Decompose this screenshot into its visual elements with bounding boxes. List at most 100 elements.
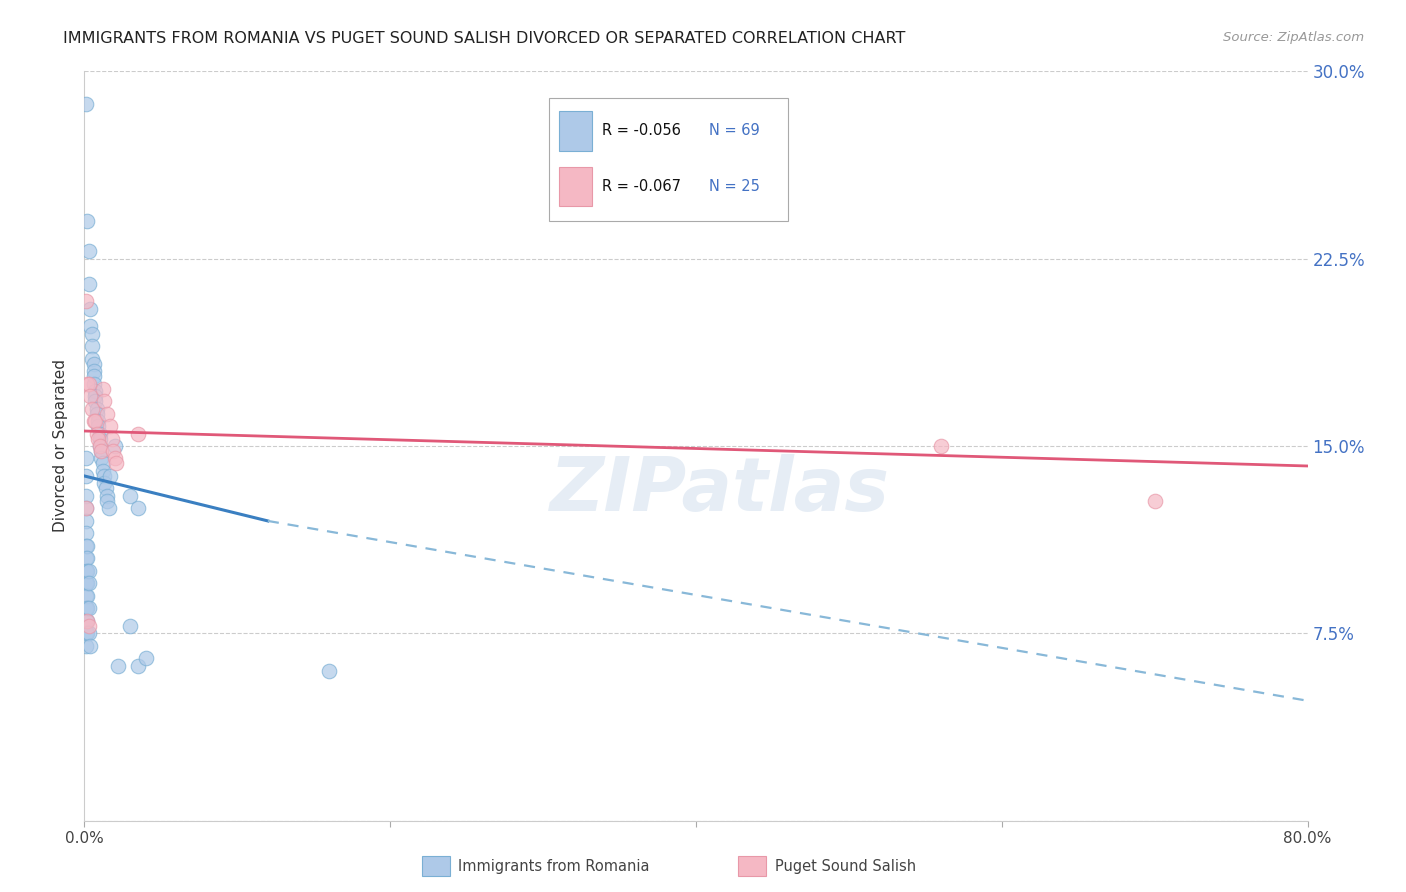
Point bbox=[84, 384, 107, 398]
Point bbox=[80, 351, 103, 366]
Point bbox=[98, 469, 121, 483]
Point bbox=[318, 664, 340, 678]
Point bbox=[84, 414, 107, 428]
Point bbox=[96, 407, 118, 421]
Point bbox=[104, 439, 127, 453]
Point bbox=[80, 401, 103, 416]
Point bbox=[84, 389, 107, 403]
Text: IMMIGRANTS FROM ROMANIA VS PUGET SOUND SALISH DIVORCED OR SEPARATED CORRELATION : IMMIGRANTS FROM ROMANIA VS PUGET SOUND S… bbox=[63, 31, 905, 46]
Point bbox=[75, 469, 97, 483]
Point bbox=[76, 601, 98, 615]
Point bbox=[104, 451, 127, 466]
Point bbox=[75, 539, 97, 553]
Point bbox=[77, 626, 100, 640]
Point bbox=[76, 539, 98, 553]
Point bbox=[75, 614, 97, 628]
Point bbox=[87, 414, 110, 428]
Point bbox=[75, 589, 97, 603]
Point bbox=[76, 376, 98, 391]
Point bbox=[127, 426, 149, 441]
Point bbox=[84, 394, 107, 409]
Point bbox=[120, 489, 142, 503]
Point bbox=[1143, 494, 1166, 508]
Point bbox=[91, 382, 114, 396]
Point bbox=[76, 614, 98, 628]
Point bbox=[83, 414, 105, 428]
Point bbox=[90, 451, 112, 466]
Point bbox=[83, 376, 105, 391]
Point bbox=[77, 619, 100, 633]
Point bbox=[96, 489, 118, 503]
Point bbox=[75, 576, 97, 591]
Point bbox=[135, 651, 157, 665]
Y-axis label: Divorced or Separated: Divorced or Separated bbox=[53, 359, 69, 533]
Point bbox=[96, 494, 118, 508]
Point bbox=[107, 658, 129, 673]
Point bbox=[101, 432, 124, 446]
Point bbox=[87, 432, 110, 446]
Text: Source: ZipAtlas.com: Source: ZipAtlas.com bbox=[1223, 31, 1364, 45]
Point bbox=[105, 457, 128, 471]
Point bbox=[86, 401, 108, 416]
Point bbox=[75, 526, 97, 541]
Text: ZIPatlas: ZIPatlas bbox=[550, 454, 890, 527]
Point bbox=[75, 489, 97, 503]
Point bbox=[77, 376, 100, 391]
Point bbox=[91, 457, 114, 471]
Point bbox=[76, 551, 98, 566]
Point bbox=[97, 501, 120, 516]
Point bbox=[76, 589, 98, 603]
Point bbox=[94, 482, 117, 496]
Point bbox=[75, 96, 97, 111]
Point bbox=[77, 277, 100, 291]
Point bbox=[75, 451, 97, 466]
Point bbox=[75, 601, 97, 615]
Point bbox=[76, 576, 98, 591]
Point bbox=[77, 576, 100, 591]
Point bbox=[93, 394, 115, 409]
Point bbox=[127, 501, 149, 516]
Point bbox=[83, 364, 105, 378]
Point bbox=[75, 639, 97, 653]
Point bbox=[76, 626, 98, 640]
Point bbox=[120, 619, 142, 633]
Point bbox=[75, 564, 97, 578]
Point bbox=[89, 432, 111, 446]
Point bbox=[86, 407, 108, 421]
Point bbox=[86, 426, 108, 441]
Point bbox=[93, 476, 115, 491]
Point bbox=[77, 564, 100, 578]
Point bbox=[98, 419, 121, 434]
Point bbox=[89, 439, 111, 453]
Point bbox=[89, 426, 111, 441]
Point bbox=[103, 444, 125, 458]
Text: Immigrants from Romania: Immigrants from Romania bbox=[458, 859, 650, 873]
Point bbox=[76, 614, 98, 628]
Point bbox=[80, 339, 103, 353]
Point bbox=[75, 501, 97, 516]
Point bbox=[90, 444, 112, 458]
Point bbox=[90, 444, 112, 458]
Point bbox=[75, 501, 97, 516]
Point bbox=[79, 301, 101, 316]
Point bbox=[93, 469, 115, 483]
Point bbox=[83, 369, 105, 384]
Point bbox=[83, 357, 105, 371]
Point bbox=[79, 389, 101, 403]
Point bbox=[75, 626, 97, 640]
Point bbox=[75, 294, 97, 309]
Point bbox=[77, 244, 100, 259]
Point bbox=[79, 319, 101, 334]
Point bbox=[75, 551, 97, 566]
Point bbox=[80, 326, 103, 341]
Point bbox=[75, 514, 97, 528]
Point bbox=[77, 601, 100, 615]
Point bbox=[76, 564, 98, 578]
Point bbox=[91, 464, 114, 478]
Point bbox=[79, 639, 101, 653]
Point bbox=[87, 419, 110, 434]
Point bbox=[127, 658, 149, 673]
Point bbox=[929, 439, 952, 453]
Point bbox=[76, 214, 98, 228]
Text: Puget Sound Salish: Puget Sound Salish bbox=[775, 859, 915, 873]
